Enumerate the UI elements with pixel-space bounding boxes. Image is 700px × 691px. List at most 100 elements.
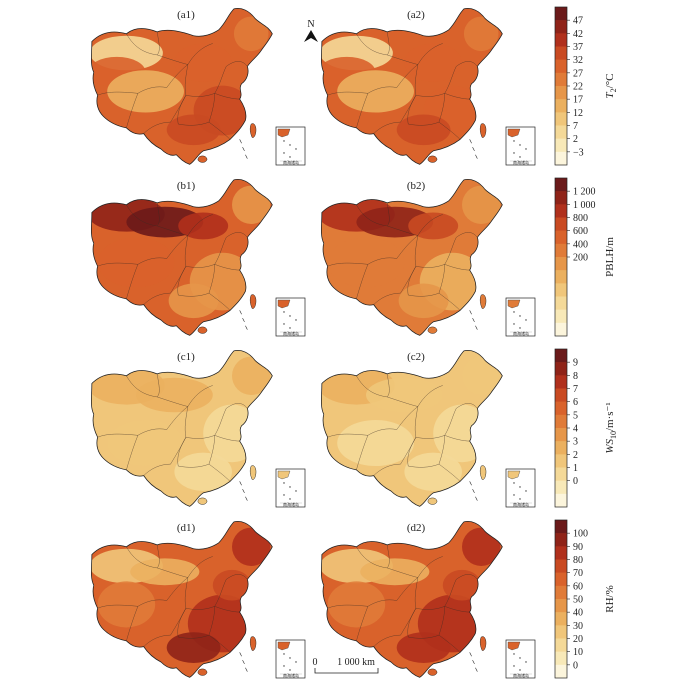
panel-label: (a2) — [407, 9, 425, 21]
colorbar-swatch — [555, 204, 567, 218]
colorbar-swatch — [555, 572, 567, 587]
colorbar-tick-label: 2 — [573, 450, 578, 461]
colorbar-swatch — [555, 178, 567, 192]
colorbar-tick-label: 2 — [573, 134, 578, 145]
colorbar-swatch — [555, 296, 567, 310]
colorbar-tick-label: 40 — [573, 608, 583, 619]
colorbar-swatch — [555, 257, 567, 271]
panel-label: (c1) — [177, 351, 195, 363]
colorbar-swatch — [555, 441, 567, 455]
map-panel-b1 — [90, 178, 273, 336]
colorbar-tick-label: 50 — [573, 595, 583, 606]
colorbar-swatch — [555, 625, 567, 639]
colorbar-swatch — [555, 638, 567, 652]
inset-label: 南海诸岛 — [283, 159, 299, 165]
colorbar-swatch — [555, 59, 567, 74]
south-china-sea-inset: 南海诸岛 — [505, 639, 536, 679]
colorbar-swatch — [555, 493, 567, 508]
panel-label: (d2) — [407, 522, 426, 534]
colorbar-tick-label: 400 — [573, 239, 588, 250]
colorbar-tick-label: 0 — [573, 660, 578, 671]
panel-label: (d1) — [177, 522, 196, 534]
colorbar-swatch — [555, 520, 567, 534]
south-china-sea-inset: 南海诸岛 — [275, 639, 306, 679]
colorbar-tick-label: 0 — [573, 476, 578, 487]
map-panel-b2 — [320, 178, 503, 336]
scale-bar-start-label: 0 — [313, 657, 318, 668]
south-china-sea-inset: 南海诸岛 — [275, 468, 306, 508]
colorbar-swatch — [555, 599, 567, 613]
colorbar-swatch — [555, 125, 567, 139]
colorbar-swatch — [555, 428, 567, 442]
panel-label: (b2) — [407, 180, 426, 192]
map-panel-d1 — [90, 520, 273, 678]
inset-label: 南海诸岛 — [513, 330, 529, 336]
colorbar-swatch — [555, 283, 567, 297]
colorbar-swatch — [555, 349, 567, 363]
colorbar-swatch — [555, 99, 567, 113]
north-arrow: N — [304, 19, 318, 42]
south-china-sea-inset: 南海诸岛 — [505, 126, 536, 166]
colorbar-tick-label: 32 — [573, 55, 583, 66]
colorbar-tick-label: 5 — [573, 410, 578, 421]
inset-label: 南海诸岛 — [513, 672, 529, 678]
map-panel-a1 — [90, 7, 273, 165]
colorbar-swatch — [555, 112, 567, 126]
panel-label: (a1) — [177, 9, 195, 21]
colorbar-swatch — [555, 375, 567, 389]
inset-label: 南海诸岛 — [513, 501, 529, 507]
colorbar-swatch — [555, 33, 567, 47]
south-china-sea-inset: 南海诸岛 — [275, 126, 306, 166]
colorbar-tick-label: 1 — [573, 463, 578, 474]
colorbar-swatch — [555, 217, 567, 231]
panel-label: (b1) — [177, 180, 196, 192]
colorbar-swatch — [555, 322, 567, 337]
map-panel-c1 — [90, 349, 273, 507]
colorbar-swatch — [555, 270, 567, 284]
colorbar-swatch — [555, 401, 567, 416]
colorbar-swatch — [555, 664, 567, 679]
colorbar-swatch — [555, 191, 567, 205]
colorbar-ws10: 9 8 7 6 5 4 3 2 1 0 WS10/m·s⁻¹ — [554, 348, 618, 508]
colorbar-title: T2/°C — [604, 74, 618, 99]
colorbar-tick-label: 9 — [573, 358, 578, 369]
colorbar-swatch — [555, 651, 567, 666]
colorbar-tick-label: 8 — [573, 371, 578, 382]
inset-label: 南海诸岛 — [283, 330, 299, 336]
colorbar-swatch — [555, 546, 567, 560]
colorbar-tick-label: 100 — [573, 529, 588, 540]
colorbar-tick-label: 1 000 — [573, 200, 596, 211]
colorbar-tick-label: 37 — [573, 42, 583, 53]
colorbar-swatch — [555, 533, 567, 547]
map-panel-c2 — [320, 349, 503, 507]
colorbar-swatch — [555, 559, 567, 573]
colorbar-swatch — [555, 151, 567, 166]
colorbar-tick-label: 80 — [573, 555, 583, 566]
north-arrow-label: N — [307, 19, 314, 30]
colorbar-tick-label: 90 — [573, 542, 583, 553]
colorbar-swatch — [555, 454, 567, 468]
colorbar-tick-label: 800 — [573, 213, 588, 224]
colorbar-tick-label: 4 — [573, 424, 578, 435]
colorbar-swatch — [555, 612, 567, 626]
colorbar-tick-label: 1 200 — [573, 187, 596, 198]
south-china-sea-inset: 南海诸岛 — [275, 297, 306, 337]
colorbar-swatch — [555, 7, 567, 21]
inset-label: 南海诸岛 — [283, 501, 299, 507]
inset-label: 南海诸岛 — [283, 672, 299, 678]
colorbar-tick-label: 30 — [573, 621, 583, 632]
colorbar-swatch — [555, 243, 567, 258]
colorbar-tick-label: 12 — [573, 108, 583, 119]
south-china-sea-inset: 南海诸岛 — [505, 297, 536, 337]
colorbar-swatch — [555, 138, 567, 153]
colorbar-swatch — [555, 362, 567, 376]
colorbar-swatch — [555, 414, 567, 429]
colorbar-swatch — [555, 309, 567, 324]
colorbar-title: RH/% — [604, 585, 616, 613]
row-t2: (a1) 南海诸岛 (a2) 南海诸岛 47 42 37 32 27 22 17 12 7 2 −3 T2/°… — [90, 6, 618, 166]
colorbar-tick-label: 70 — [573, 568, 583, 579]
colorbar-swatch — [555, 388, 567, 402]
colorbar-tick-label: 3 — [573, 437, 578, 448]
